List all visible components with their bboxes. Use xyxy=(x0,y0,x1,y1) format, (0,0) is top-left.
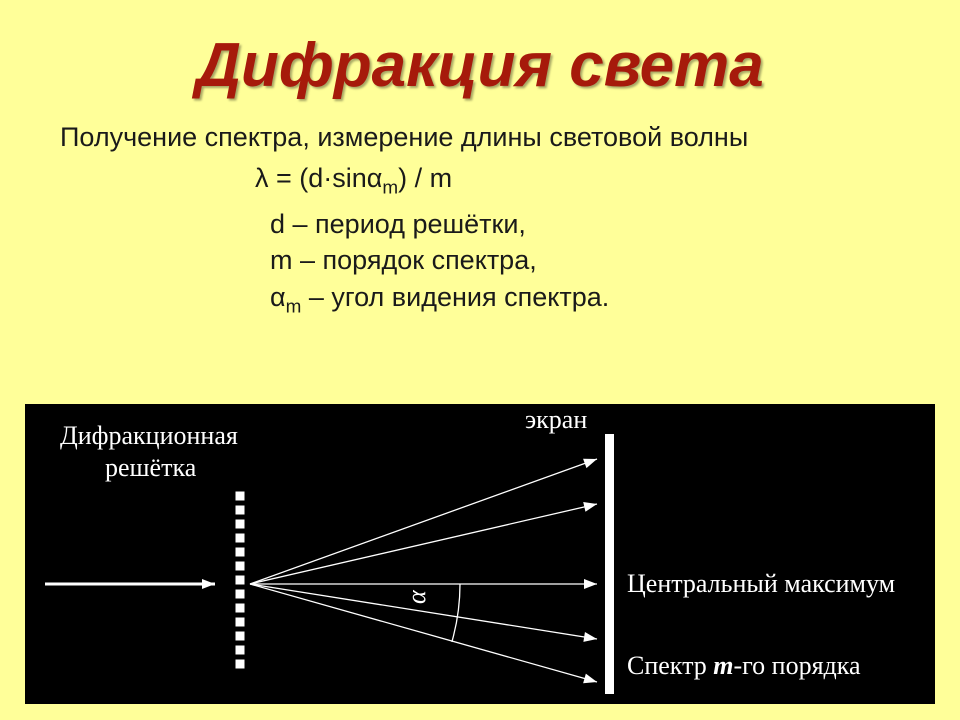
legend-alpha-prefix: α xyxy=(270,282,286,312)
diagram-svg: α Дифракционная решётка экран Центральный ма… xyxy=(25,404,935,704)
formula-text: λ = (d·sinαm) / m xyxy=(255,163,920,199)
legend-d: d – период решётки, xyxy=(270,206,920,242)
angle-label: α xyxy=(402,589,431,604)
legend-alpha-sub: m xyxy=(286,296,302,317)
screen-label: экран xyxy=(525,405,587,434)
formula-prefix: λ = (d·sinα xyxy=(255,163,382,193)
legend-alpha-suffix: – угол видения спектра. xyxy=(301,282,609,312)
legend-m: m – порядок спектра, xyxy=(270,242,920,278)
central-max-label: Центральный максимум xyxy=(627,569,895,598)
subtitle-text: Получение спектра, измерение длины свето… xyxy=(60,119,820,155)
legend-block: d – период решётки, m – порядок спектра,… xyxy=(270,206,920,320)
diffraction-diagram: α Дифракционная решётка экран Центральный ма… xyxy=(25,404,935,704)
formula-suffix: ) / m xyxy=(398,163,452,193)
grating-label-2: решётка xyxy=(105,453,197,482)
slide-title: Дифракция света xyxy=(40,30,920,101)
legend-alpha: αm – угол видения спектра. xyxy=(270,279,920,320)
formula-subscript: m xyxy=(382,178,398,199)
grating-label-1: Дифракционная xyxy=(60,421,238,450)
spectrum-label: Спектр m-го порядка xyxy=(627,651,861,680)
